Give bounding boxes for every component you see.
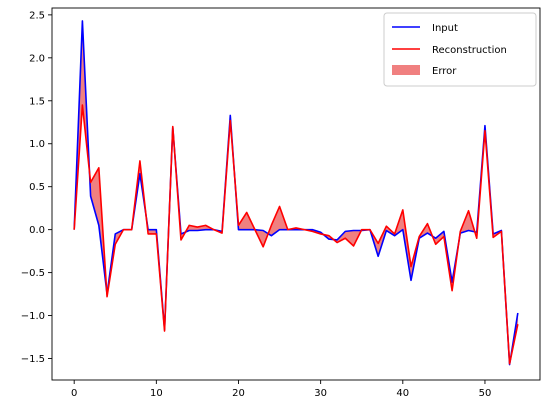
y-tick-label: −1.0 <box>21 311 45 322</box>
y-tick-label: 0.0 <box>29 225 45 236</box>
legend-reconstruction-label: Reconstruction <box>432 45 507 56</box>
y-tick-label: −0.5 <box>21 268 45 279</box>
y-tick-label: 1.0 <box>29 139 45 150</box>
x-tick-label: 40 <box>396 388 409 399</box>
x-tick-label: 20 <box>232 388 245 399</box>
reconstruction-series-line <box>73 104 519 365</box>
y-axis-ticks: −1.5 −1.0 −0.5 0.0 0.5 1.0 1.5 2.0 2.5 <box>21 10 52 365</box>
legend-input-label: Input <box>432 23 458 34</box>
y-tick-label: 2.5 <box>29 10 45 21</box>
axes-spines <box>51 7 541 381</box>
y-tick-label: 2.0 <box>29 53 45 64</box>
x-tick-label: 50 <box>479 388 492 399</box>
x-tick-label: 10 <box>150 388 163 399</box>
y-tick-label: −1.5 <box>21 354 45 365</box>
legend-error-patch <box>392 65 420 75</box>
x-tick-label: 30 <box>314 388 327 399</box>
legend-frame <box>383 12 537 87</box>
legend: Input Reconstruction Error <box>383 12 537 87</box>
axes-frame <box>51 7 541 381</box>
series-lines <box>73 20 519 366</box>
x-axis-ticks: 0 10 20 30 40 50 <box>71 380 491 399</box>
x-tick-label: 0 <box>71 388 77 399</box>
y-tick-label: 1.5 <box>29 96 45 107</box>
legend-error-label: Error <box>432 66 457 77</box>
y-tick-label: 0.5 <box>29 182 45 193</box>
